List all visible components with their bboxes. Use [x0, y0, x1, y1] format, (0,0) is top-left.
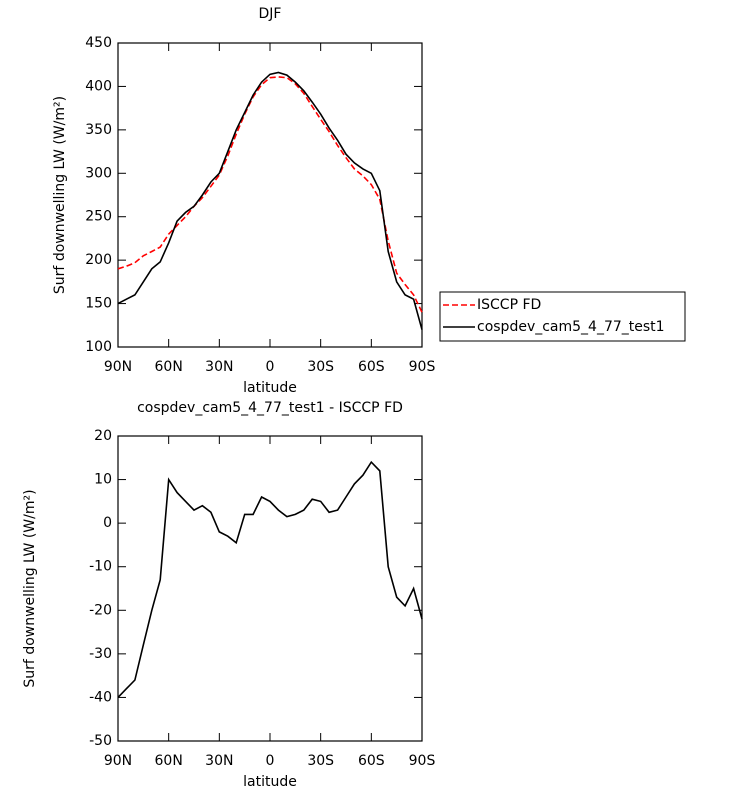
y-tick-label: 350: [85, 122, 112, 138]
x-tick-label: 60S: [358, 753, 385, 769]
x-tick-label: 90N: [104, 753, 132, 769]
y-tick-label: 300: [85, 165, 112, 181]
y-tick-label: 150: [85, 296, 112, 312]
chart-title: cospdev_cam5_4_77_test1 - ISCCP FD: [137, 400, 403, 416]
chart-title: DJF: [259, 6, 282, 22]
y-tick-label: 0: [103, 515, 112, 531]
x-tick-label: 0: [266, 359, 275, 375]
y-tick-label: 400: [85, 78, 112, 94]
y-tick-label: -20: [89, 602, 112, 618]
x-tick-label: 90N: [104, 359, 132, 375]
plot-frame: [117, 435, 423, 742]
x-axis-label: latitude: [243, 380, 297, 396]
x-tick-label: 60N: [155, 753, 183, 769]
y-tick-label: 450: [85, 35, 112, 51]
legend-box: [439, 291, 686, 342]
y-tick-label: 10: [94, 472, 112, 488]
y-tick-label: 100: [85, 339, 112, 355]
legend-label: ISCCP FD: [477, 297, 541, 313]
data-line: [117, 76, 423, 313]
y-tick-label: -30: [89, 646, 112, 662]
x-axis-label: latitude: [243, 774, 297, 790]
y-tick-label: 250: [85, 209, 112, 225]
y-tick-label: -40: [89, 689, 112, 705]
data-line: [117, 460, 423, 698]
x-tick-label: 60S: [358, 359, 385, 375]
y-tick-label: 20: [94, 428, 112, 444]
data-line: [117, 71, 423, 330]
y-tick-label: 200: [85, 252, 112, 268]
x-tick-label: 30S: [307, 359, 334, 375]
legend-label: cospdev_cam5_4_77_test1: [477, 319, 665, 335]
x-tick-label: 30N: [205, 753, 233, 769]
y-axis-label: Surf downwelling LW (W/m²): [52, 96, 68, 294]
x-tick-label: 90S: [409, 753, 436, 769]
x-tick-label: 90S: [409, 359, 436, 375]
x-tick-label: 30N: [205, 359, 233, 375]
x-tick-label: 0: [266, 753, 275, 769]
x-tick-label: 30S: [307, 753, 334, 769]
y-tick-label: -50: [89, 733, 112, 749]
y-axis-label: Surf downwelling LW (W/m²): [22, 489, 38, 687]
x-tick-label: 60N: [155, 359, 183, 375]
y-tick-label: -10: [89, 559, 112, 575]
